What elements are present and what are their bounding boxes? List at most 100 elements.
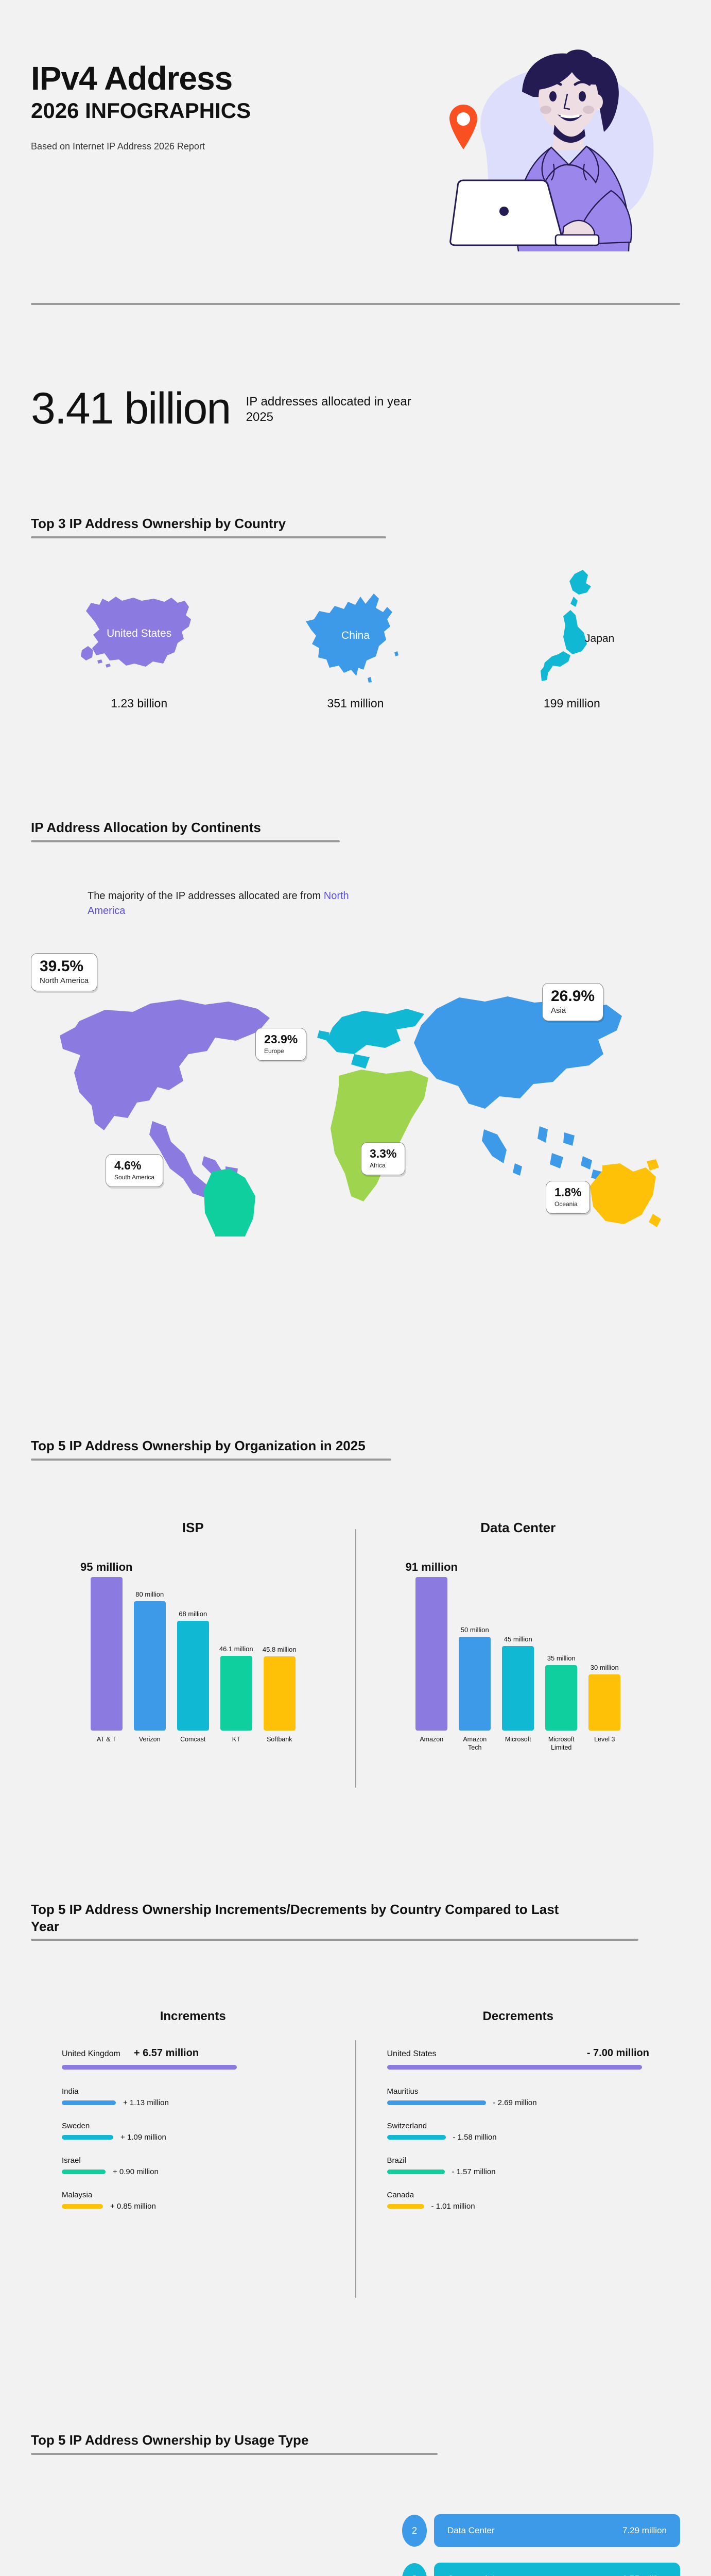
bar [415, 1577, 448, 1731]
increments-column: Increments United Kingdom + 6.57 million… [31, 2009, 355, 2329]
datacenter-chart: Data Center 91 million 50 million 45 mil… [356, 1520, 681, 1808]
usage-label: Data Center [447, 2526, 495, 2535]
header-divider [31, 303, 680, 305]
continent-pct: 1.8% [554, 1185, 582, 1199]
usage-pill: Commercial 2.75 million [434, 2563, 680, 2576]
bar-item: 30 million [588, 1550, 621, 1731]
usage-list: 1.80 billion 1 Fixed Line The majority o… [31, 2514, 680, 2576]
section-rule [31, 840, 340, 842]
isp-category-labels: AT & T Verizon Comcast KT Softbank [31, 1731, 355, 1744]
decrement-value: - 1.01 million [431, 2202, 475, 2211]
section-rule [31, 536, 386, 538]
decrement-row: Brazil - 1.57 million [387, 2156, 650, 2176]
page-title: IPv4 Address [31, 60, 233, 97]
bar [177, 1621, 209, 1731]
increment-value: + 1.13 million [123, 2098, 169, 2107]
world-map: 39.5% North America 23.9% Europe 26.9% A… [31, 948, 661, 1285]
datacenter-bars: 91 million 50 million 45 million 35 mill… [356, 1550, 681, 1731]
increment-country: Israel [62, 2156, 81, 2165]
continent-pct: 3.3% [370, 1147, 397, 1160]
continent-pct: 4.6% [114, 1159, 142, 1172]
region-north-america [60, 999, 270, 1197]
increment-row: Sweden + 1.09 million [62, 2122, 324, 2142]
continents-heading: IP Address Allocation by Continents [31, 820, 261, 835]
country-name-label: Japan [585, 633, 615, 645]
usage-item-commercial: 3 Commercial 2.75 million [402, 2563, 680, 2576]
organizations-charts: ISP 95 million 80 million 68 million 46.… [31, 1520, 680, 1808]
decrement-value: - 1.57 million [452, 2167, 496, 2176]
japan-map-icon [540, 570, 591, 681]
increment-country: United Kingdom [62, 2049, 120, 2058]
decrement-value: - 1.58 million [453, 2133, 497, 2142]
decrement-row: Switzerland - 1.58 million [387, 2122, 650, 2142]
country-map-wrap: Japan [464, 567, 680, 685]
bar-value-label: 45 million [504, 1635, 532, 1643]
bar [502, 1646, 534, 1731]
top-countries-heading: Top 3 IP Address Ownership by Country [31, 516, 286, 531]
hero-illustration [423, 36, 680, 252]
region-south-america [204, 1168, 255, 1285]
header: IPv4 Address 2026 INFOGRAPHICS Based on … [31, 62, 680, 278]
increments-divider [355, 2040, 356, 2298]
usage-value: 7.29 million [622, 2526, 667, 2535]
continent-chip-africa: 3.3% Africa [361, 1142, 406, 1175]
top-countries-list: United States 1.23 billion China 351 mil… [31, 567, 680, 732]
country-value: 199 million [543, 697, 600, 710]
increment-bar [62, 2170, 106, 2174]
bar [588, 1674, 621, 1731]
continents-section-header: IP Address Allocation by Continents [31, 819, 340, 842]
summary-value: 3.41 billion [31, 384, 231, 433]
section-rule [31, 2452, 438, 2455]
usage-item-data-center: 2 Data Center 7.29 million [402, 2514, 680, 2547]
organizations-section-header: Top 5 IP Address Ownership by Organizati… [31, 1437, 391, 1461]
bar-value-label: 80 million [135, 1590, 164, 1598]
country-map-wrap: China [247, 567, 463, 685]
increment-value: + 0.90 million [113, 2167, 159, 2176]
country-value: 351 million [327, 697, 384, 710]
bar-category-label: Amazon Tech [463, 1736, 487, 1751]
increment-bar [62, 2100, 116, 2105]
continent-pct: 26.9% [551, 988, 595, 1005]
increment-country: Malaysia [62, 2191, 93, 2199]
bar [263, 1656, 296, 1731]
decrement-bar [387, 2170, 445, 2174]
decrement-bar [387, 2204, 424, 2209]
summary-note: IP addresses allocated in year 2025 [246, 395, 411, 424]
country-name-label: United States [107, 628, 172, 639]
continent-name: Asia [551, 1006, 566, 1015]
usage-rank-badge: 2 [402, 2515, 427, 2547]
bar-item: 45.8 million [263, 1550, 297, 1731]
increment-bar [62, 2135, 113, 2140]
top-countries-section-header: Top 3 IP Address Ownership by Country [31, 515, 386, 538]
increment-bar [62, 2065, 237, 2070]
increment-value: + 1.09 million [120, 2133, 166, 2142]
increment-row: Israel + 0.90 million [62, 2156, 324, 2176]
bar-item: 35 million [545, 1550, 578, 1731]
bar-item: 80 million [133, 1550, 166, 1731]
bar-value-label: 50 million [460, 1626, 489, 1634]
increments-section-header: Top 5 IP Address Ownership Increments/De… [31, 1901, 638, 1941]
region-asia [414, 996, 622, 1181]
bar-category-label: Softbank [267, 1736, 292, 1743]
usage-heading: Top 5 IP Address Ownership by Usage Type [31, 2432, 309, 2448]
increment-row: United Kingdom + 6.57 million [62, 2047, 324, 2070]
decrement-country: Switzerland [387, 2122, 427, 2130]
country-card-japan: Japan 199 million [464, 567, 680, 732]
bar-category-label: Amazon [420, 1736, 444, 1743]
continents-intro-prefix: The majority of the IP addresses allocat… [88, 890, 324, 902]
bar [459, 1637, 491, 1731]
continent-name: North America [40, 976, 89, 985]
decrements-title: Decrements [482, 2009, 553, 2023]
continents-intro: The majority of the IP addresses allocat… [88, 889, 355, 919]
united-states-map-icon [81, 597, 192, 668]
decrements-column: Decrements United States - 7.00 million … [356, 2009, 681, 2329]
decrement-country: Brazil [387, 2156, 407, 2165]
usage-secondary: 2 Data Center 7.29 million 3 Commercial … [402, 2514, 680, 2576]
increments-title: Increments [160, 2009, 226, 2023]
continents-intro-accent: North America [88, 890, 349, 917]
bar-item: 50 million [459, 1550, 491, 1731]
isp-bars: 95 million 80 million 68 million 46.1 mi… [31, 1550, 355, 1731]
continent-name: Europe [264, 1047, 284, 1055]
continent-chip-asia: 26.9% Asia [542, 983, 604, 1021]
